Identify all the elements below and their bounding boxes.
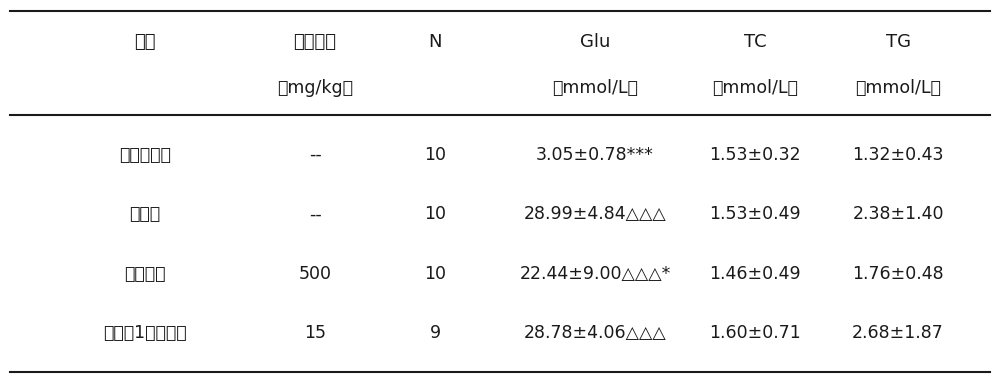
Text: （mmol/L）: （mmol/L） — [552, 79, 638, 97]
Text: （mmol/L）: （mmol/L） — [712, 79, 798, 97]
Text: TC: TC — [744, 33, 766, 51]
Text: 1.60±0.71: 1.60±0.71 — [709, 324, 801, 342]
Text: 2.38±1.40: 2.38±1.40 — [852, 206, 944, 223]
Text: 消渴丸组: 消渴丸组 — [124, 265, 166, 283]
Text: TG: TG — [886, 33, 910, 51]
Text: 1.76±0.48: 1.76±0.48 — [852, 265, 944, 283]
Text: （mmol/L）: （mmol/L） — [855, 79, 941, 97]
Text: 22.44±9.00△△△*: 22.44±9.00△△△* — [519, 265, 671, 283]
Text: 10: 10 — [424, 206, 446, 223]
Text: 1.53±0.32: 1.53±0.32 — [709, 146, 801, 164]
Text: 500: 500 — [298, 265, 332, 283]
Text: 2.68±1.87: 2.68±1.87 — [852, 324, 944, 342]
Text: N: N — [428, 33, 442, 51]
Text: Glu: Glu — [580, 33, 610, 51]
Text: 15: 15 — [304, 324, 326, 342]
Text: --: -- — [309, 146, 321, 164]
Text: 28.99±4.84△△△: 28.99±4.84△△△ — [524, 206, 666, 223]
Text: （mg/kg）: （mg/kg） — [277, 79, 353, 97]
Text: 给药剂量: 给药剂量 — [294, 33, 336, 51]
Text: --: -- — [309, 206, 321, 223]
Text: 10: 10 — [424, 146, 446, 164]
Text: 3.05±0.78***: 3.05±0.78*** — [536, 146, 654, 164]
Text: 9: 9 — [429, 324, 441, 342]
Text: 分组: 分组 — [134, 33, 156, 51]
Text: 实施例1低剂量组: 实施例1低剂量组 — [103, 324, 187, 342]
Text: 1.46±0.49: 1.46±0.49 — [709, 265, 801, 283]
Text: 10: 10 — [424, 265, 446, 283]
Text: 模型组: 模型组 — [129, 206, 161, 223]
Text: 1.32±0.43: 1.32±0.43 — [852, 146, 944, 164]
Text: 空白对照组: 空白对照组 — [119, 146, 171, 164]
Text: 28.78±4.06△△△: 28.78±4.06△△△ — [524, 324, 666, 342]
Text: 1.53±0.49: 1.53±0.49 — [709, 206, 801, 223]
